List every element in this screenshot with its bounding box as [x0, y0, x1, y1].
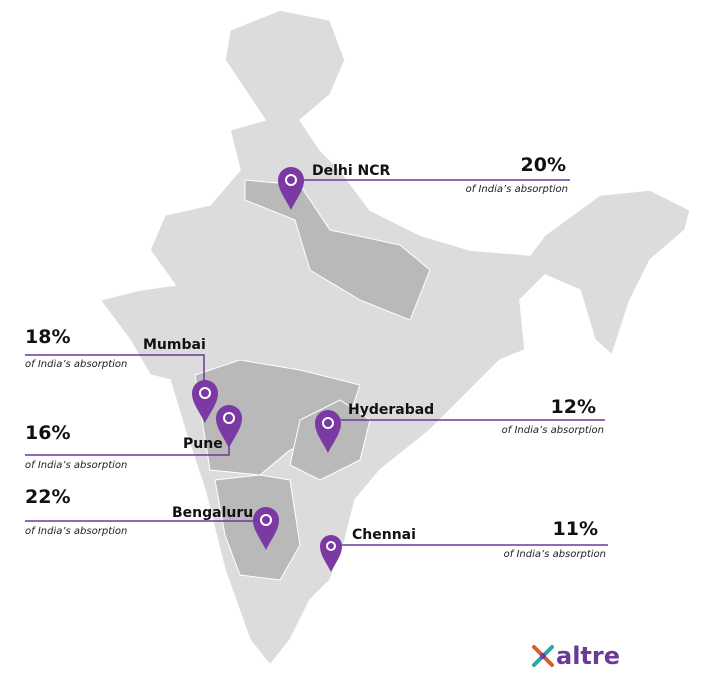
city-name: Pune: [183, 436, 223, 452]
city-note: of India’s absorption: [502, 425, 604, 436]
city-name: Hyderabad: [348, 402, 434, 418]
logo-icon: [532, 645, 554, 667]
pins: [192, 167, 342, 572]
city-note: of India’s absorption: [25, 359, 127, 370]
city-note: of India’s absorption: [504, 549, 606, 560]
pin: [192, 380, 218, 423]
city-note: of India’s absorption: [25, 526, 127, 537]
city-name: Chennai: [352, 527, 416, 543]
city-share: 16%: [25, 422, 70, 444]
city-share: 22%: [25, 486, 70, 508]
pin: [253, 507, 279, 550]
city-share: 20%: [521, 154, 566, 176]
logo-text: altre: [556, 642, 620, 670]
city-name: Delhi NCR: [312, 163, 391, 179]
city-note: of India’s absorption: [466, 184, 568, 195]
pin: [315, 410, 341, 453]
city-share: 12%: [551, 396, 596, 418]
city-note: of India’s absorption: [25, 460, 127, 471]
city-share: 18%: [25, 326, 70, 348]
pin: [320, 535, 342, 572]
uttar-pradesh: [244, 179, 431, 321]
city-share: 11%: [553, 518, 598, 540]
city-name: Mumbai: [143, 337, 206, 353]
leader-line: [25, 354, 205, 385]
city-name: Bengaluru: [172, 505, 253, 521]
pin: [278, 167, 304, 210]
pin: [216, 405, 242, 448]
